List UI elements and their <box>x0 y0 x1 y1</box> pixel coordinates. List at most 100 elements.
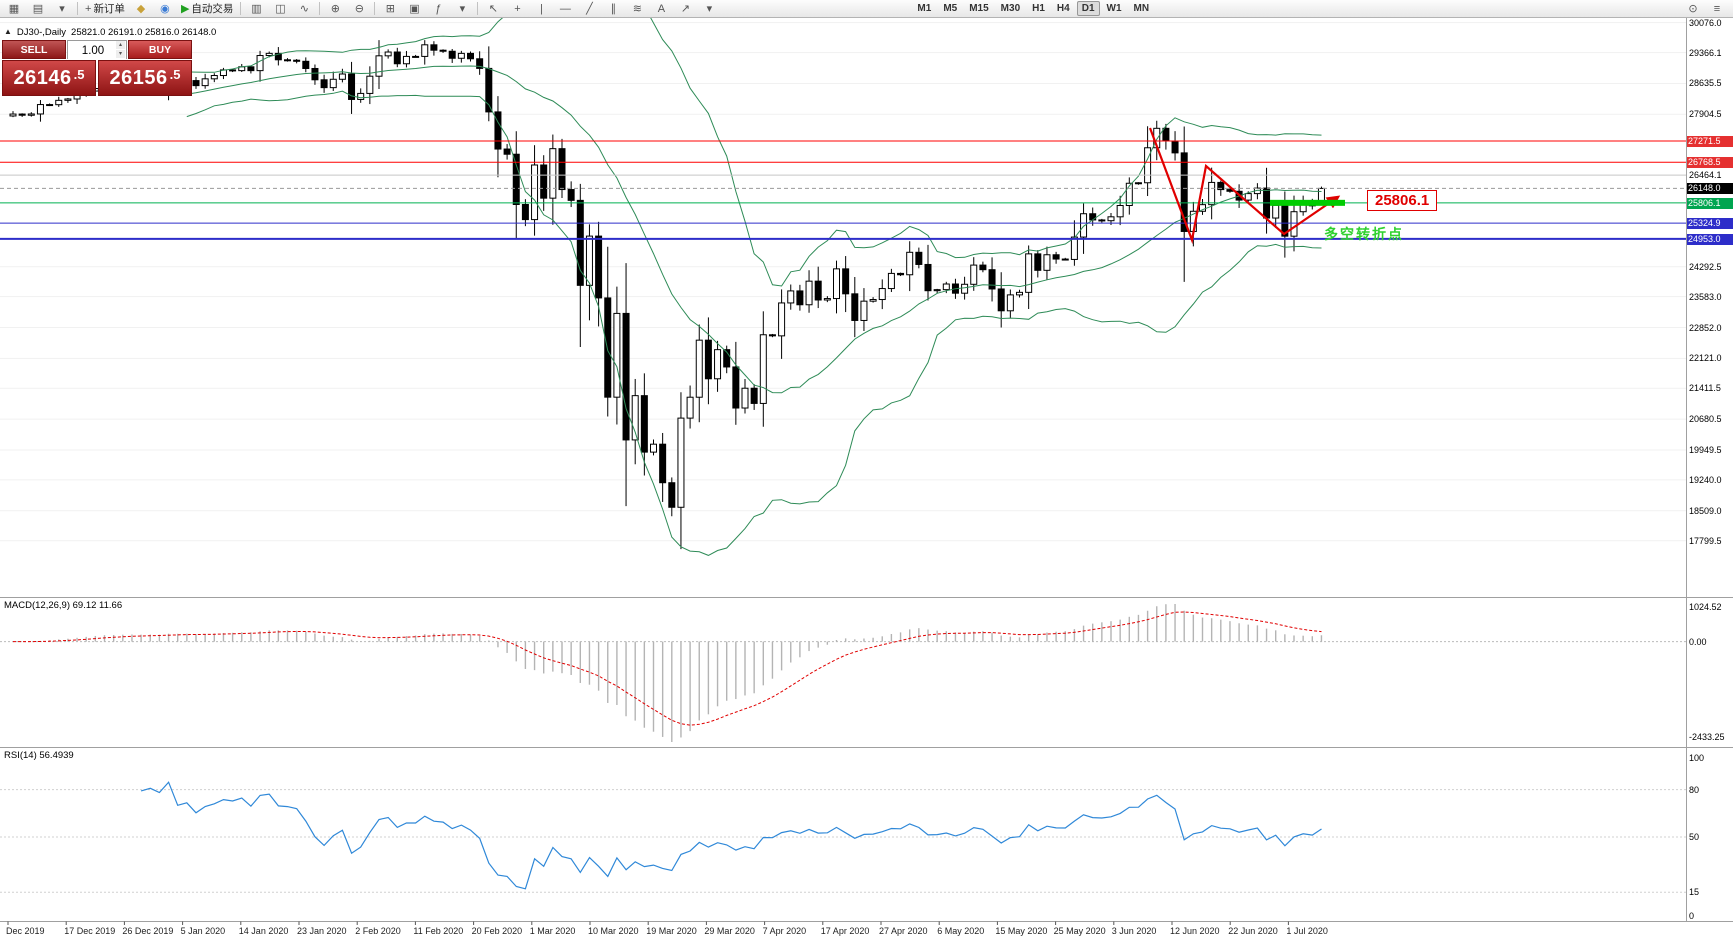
new-chart-button[interactable]: ▦ <box>3 0 25 18</box>
text-icon: A <box>657 2 666 15</box>
timeframe-h4-button[interactable]: H4 <box>1056 3 1070 14</box>
indicators-dropdown-icon: ▾ <box>459 2 466 15</box>
crosshair-button[interactable]: + <box>506 0 528 18</box>
cascade-windows-button[interactable]: ▣ <box>403 0 425 18</box>
cascade-windows-icon: ▣ <box>409 2 420 15</box>
date-axis-label: 22 Jun 2020 <box>1228 926 1278 936</box>
price-axis-label: 21411.5 <box>1689 383 1721 394</box>
timeframe-m1-button[interactable]: M1 <box>917 3 932 14</box>
date-axis-label: 10 Mar 2020 <box>588 926 639 936</box>
trade-prices-row: 26146 .5 26156 .5 <box>2 60 192 96</box>
zoom-in-icon: ⊕ <box>330 2 341 15</box>
price-axis-label: 29366.1 <box>1689 47 1722 58</box>
timeframe-h1-button[interactable]: H1 <box>1032 3 1045 14</box>
line-chart-button[interactable]: ∿ <box>293 0 315 18</box>
price-axis-label: 26464.1 <box>1689 170 1722 181</box>
rsi-axis-label: 100 <box>1689 753 1705 763</box>
new-order-icon: + <box>85 2 92 15</box>
arrow-tools-button[interactable]: ↗ <box>674 0 696 18</box>
volume-input[interactable] <box>68 42 126 60</box>
date-axis-label: 17 Apr 2020 <box>820 926 870 936</box>
indicators-dropdown-icon[interactable]: ▾ <box>451 0 473 18</box>
volume-field: ▴ ▾ <box>67 40 127 60</box>
new-order-button[interactable]: + 新订单 <box>82 0 128 18</box>
toolbar-separator <box>319 2 321 15</box>
vertical-line-button[interactable]: | <box>530 0 552 18</box>
horizontal-line-button[interactable]: — <box>554 0 576 18</box>
price-axis-label: 17799.5 <box>1689 535 1722 546</box>
indicators-icon: ƒ <box>435 2 442 15</box>
timeframe-m5-button[interactable]: M5 <box>943 3 958 14</box>
search-button[interactable]: ⊙ <box>1682 0 1704 18</box>
price-line-badge: 27271.5 <box>1687 136 1733 147</box>
menu-button[interactable]: ≡ <box>1706 0 1728 18</box>
autotrading-icon: ▶ <box>180 2 190 15</box>
price-axis-label: 19949.5 <box>1689 444 1722 455</box>
buy-button[interactable]: BUY <box>128 40 192 59</box>
zoom-in-button[interactable]: ⊕ <box>324 0 346 18</box>
cursor-button[interactable]: ↖ <box>482 0 504 18</box>
buy-price-panel[interactable]: 26156 .5 <box>98 60 192 96</box>
new-chart-icon: ▦ <box>8 2 20 15</box>
price-axis-label: 19240.0 <box>1689 474 1722 485</box>
price-axis-label: 20680.5 <box>1689 414 1722 425</box>
price-axis-label: 24292.5 <box>1689 261 1722 272</box>
new-order-button-label: 新订单 <box>93 3 125 15</box>
bar-chart-icon: ▥ <box>251 2 262 15</box>
profiles-dropdown-icon[interactable]: ▾ <box>51 0 73 18</box>
candlestick-chart-button[interactable]: ◫ <box>269 0 291 18</box>
date-axis-label: 1 Jul 2020 <box>1286 926 1328 936</box>
price-axis-label: 18509.0 <box>1689 505 1722 516</box>
toolbar-right-group: ⊙ ≡ <box>1681 0 1729 18</box>
tile-windows-icon: ⊞ <box>385 2 396 15</box>
symbol-marker-icon: ▲ <box>4 27 12 36</box>
autotrading-button[interactable]: ▶ 自动交易 <box>178 0 236 18</box>
buy-price-frac: .5 <box>169 67 181 82</box>
timeframe-w1-button[interactable]: W1 <box>1106 3 1122 14</box>
candlestick-chart-icon: ◫ <box>275 2 286 15</box>
channel-button[interactable]: ∥ <box>602 0 624 18</box>
bar-chart-button[interactable]: ▥ <box>245 0 267 18</box>
date-axis-label: 17 Dec 2019 <box>64 926 116 936</box>
autotrading-button-label: 自动交易 <box>191 3 234 15</box>
volume-decrease-button[interactable]: ▾ <box>116 50 125 58</box>
timeframe-mn-button[interactable]: MN <box>1133 3 1150 14</box>
price-axis-label: 27904.5 <box>1689 109 1722 120</box>
toolbar-separator <box>477 2 479 15</box>
toolbar-separator <box>240 2 242 15</box>
metaeditor-button[interactable]: ◆ <box>130 0 152 18</box>
date-axis-label: 15 May 2020 <box>995 926 1048 936</box>
timeframe-m15-button[interactable]: M15 <box>969 3 989 14</box>
date-axis-label: 14 Jan 2020 <box>238 926 289 936</box>
volume-increase-button[interactable]: ▴ <box>116 41 125 49</box>
symbol-ohlc: 25821.0 26191.0 25816.0 26148.0 <box>71 27 217 38</box>
fibonacci-button[interactable]: ≋ <box>626 0 648 18</box>
shapes-dropdown-icon[interactable]: ▾ <box>698 0 720 18</box>
text-button[interactable]: A <box>650 0 672 18</box>
market-icon: ◉ <box>160 2 170 15</box>
trendline-button[interactable]: ╱ <box>578 0 600 18</box>
turning-point-note: 多空转折点 <box>1324 226 1404 242</box>
search-icon: ⊙ <box>1688 2 1698 15</box>
market-button[interactable]: ◉ <box>154 0 176 18</box>
macd-axis-label: 1024.52 <box>1689 602 1722 612</box>
timeframe-m30-button[interactable]: M30 <box>1000 3 1021 14</box>
sell-button[interactable]: SELL <box>2 40 66 59</box>
profiles-dropdown-icon: ▾ <box>59 2 65 15</box>
profiles-button[interactable]: ▤ <box>27 0 49 18</box>
sell-price: 26146 <box>13 66 72 89</box>
date-axis-label: 2 Feb 2020 <box>355 926 401 936</box>
sell-price-panel[interactable]: 26146 .5 <box>2 60 96 96</box>
price-line-badge: 26768.5 <box>1687 157 1733 169</box>
tile-windows-button[interactable]: ⊞ <box>379 0 401 18</box>
arrow-tools-icon: ↗ <box>680 2 691 15</box>
timeframe-d1-button[interactable]: D1 <box>1076 1 1100 16</box>
price-callout[interactable]: 25806.1 <box>1367 190 1438 211</box>
price-line-badge: 25324.9 <box>1687 218 1733 230</box>
indicators-button[interactable]: ƒ <box>427 0 449 18</box>
zoom-out-button[interactable]: ⊖ <box>348 0 370 18</box>
date-axis-label: 7 Apr 2020 <box>762 926 807 936</box>
sell-price-frac: .5 <box>73 67 85 82</box>
